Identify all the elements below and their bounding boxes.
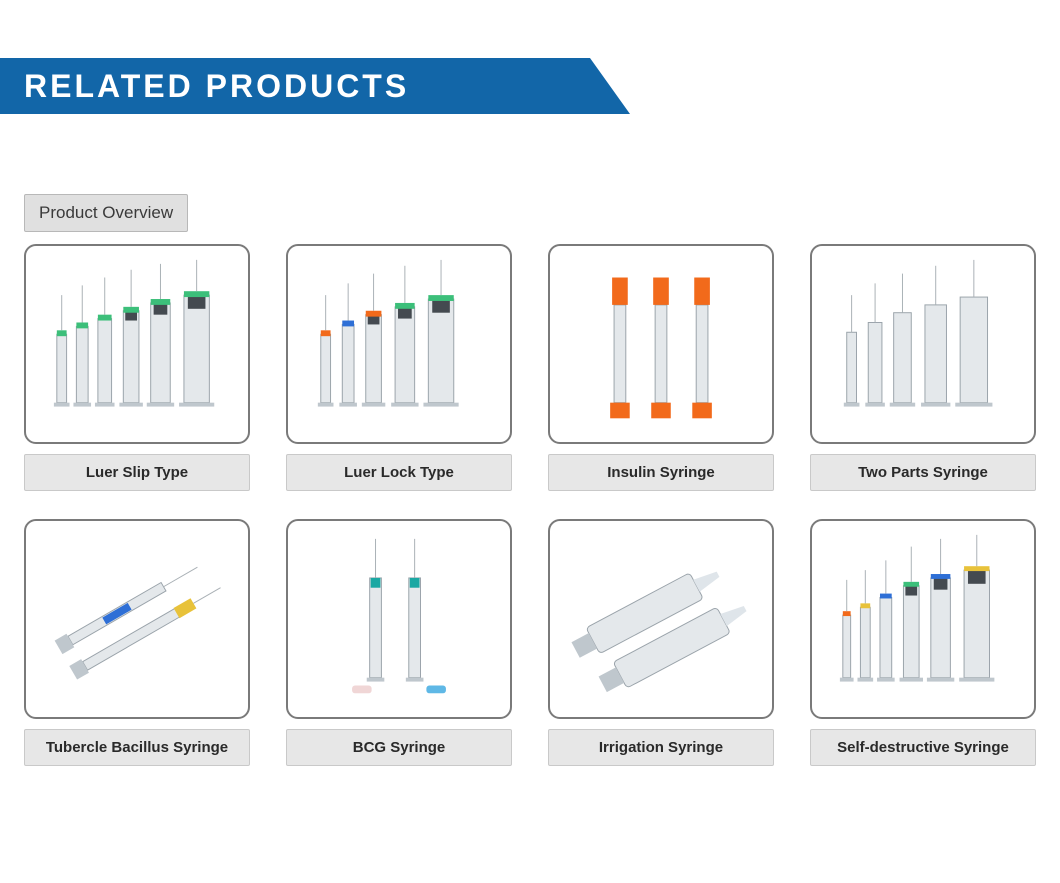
product-thumb-insulin <box>548 244 774 444</box>
syringe-two-diag-blue-icon <box>36 531 238 707</box>
product-thumb-irrigation <box>548 519 774 719</box>
product-label: Tubercle Bacillus Syringe <box>24 729 250 766</box>
product-label: Luer Slip Type <box>24 454 250 491</box>
product-card[interactable]: BCG Syringe <box>286 519 512 766</box>
related-products-banner: RELATED PRODUCTS <box>0 58 1060 114</box>
banner-title: RELATED PRODUCTS <box>0 58 590 114</box>
product-card[interactable]: Insulin Syringe <box>548 244 774 491</box>
product-thumb-tubercle <box>24 519 250 719</box>
product-grid: Luer Slip Type Luer Lock Type Insulin Sy… <box>24 244 1036 766</box>
product-label: Insulin Syringe <box>548 454 774 491</box>
syringe-two-teal-icon <box>298 531 500 707</box>
syringe-multi-plain-icon <box>822 256 1024 432</box>
syringe-large-diag-icon <box>560 531 762 707</box>
section-tab-product-overview[interactable]: Product Overview <box>24 194 188 232</box>
syringe-multi-mixed-icon <box>298 256 500 432</box>
product-card[interactable]: Two Parts Syringe <box>810 244 1036 491</box>
product-card[interactable]: Luer Lock Type <box>286 244 512 491</box>
product-thumb-bcg <box>286 519 512 719</box>
product-card[interactable]: Tubercle Bacillus Syringe <box>24 519 250 766</box>
product-thumb-luer-slip <box>24 244 250 444</box>
product-card[interactable]: Self-destructive Syringe <box>810 519 1036 766</box>
product-thumb-two-parts <box>810 244 1036 444</box>
product-thumb-self-destructive <box>810 519 1036 719</box>
product-thumb-luer-lock <box>286 244 512 444</box>
product-label: Self-destructive Syringe <box>810 729 1036 766</box>
product-label: Two Parts Syringe <box>810 454 1036 491</box>
product-label: BCG Syringe <box>286 729 512 766</box>
product-label: Luer Lock Type <box>286 454 512 491</box>
product-card[interactable]: Irrigation Syringe <box>548 519 774 766</box>
syringe-three-orange-icon <box>560 256 762 432</box>
syringe-multi-color-icon <box>822 531 1024 707</box>
product-card[interactable]: Luer Slip Type <box>24 244 250 491</box>
syringe-multi-green-icon <box>36 256 238 432</box>
product-label: Irrigation Syringe <box>548 729 774 766</box>
